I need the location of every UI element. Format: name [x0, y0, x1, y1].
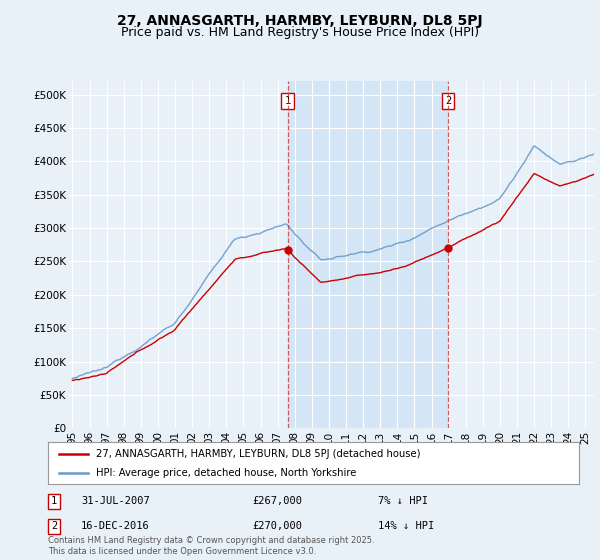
Bar — [287, 81, 448, 428]
Text: 7% ↓ HPI: 7% ↓ HPI — [378, 496, 428, 506]
Text: £270,000: £270,000 — [252, 521, 302, 531]
Text: HPI: Average price, detached house, North Yorkshire: HPI: Average price, detached house, Nort… — [96, 468, 356, 478]
Text: 1: 1 — [284, 96, 290, 106]
Text: 31-JUL-2007: 31-JUL-2007 — [81, 496, 150, 506]
Text: 16-DEC-2016: 16-DEC-2016 — [81, 521, 150, 531]
Text: Price paid vs. HM Land Registry's House Price Index (HPI): Price paid vs. HM Land Registry's House … — [121, 26, 479, 39]
Text: 14% ↓ HPI: 14% ↓ HPI — [378, 521, 434, 531]
Text: 2: 2 — [445, 96, 451, 106]
Text: 27, ANNASGARTH, HARMBY, LEYBURN, DL8 5PJ: 27, ANNASGARTH, HARMBY, LEYBURN, DL8 5PJ — [117, 14, 483, 28]
Text: 1: 1 — [51, 496, 57, 506]
Text: Contains HM Land Registry data © Crown copyright and database right 2025.
This d: Contains HM Land Registry data © Crown c… — [48, 536, 374, 556]
Text: 27, ANNASGARTH, HARMBY, LEYBURN, DL8 5PJ (detached house): 27, ANNASGARTH, HARMBY, LEYBURN, DL8 5PJ… — [96, 449, 420, 459]
Text: £267,000: £267,000 — [252, 496, 302, 506]
Text: 2: 2 — [51, 521, 57, 531]
